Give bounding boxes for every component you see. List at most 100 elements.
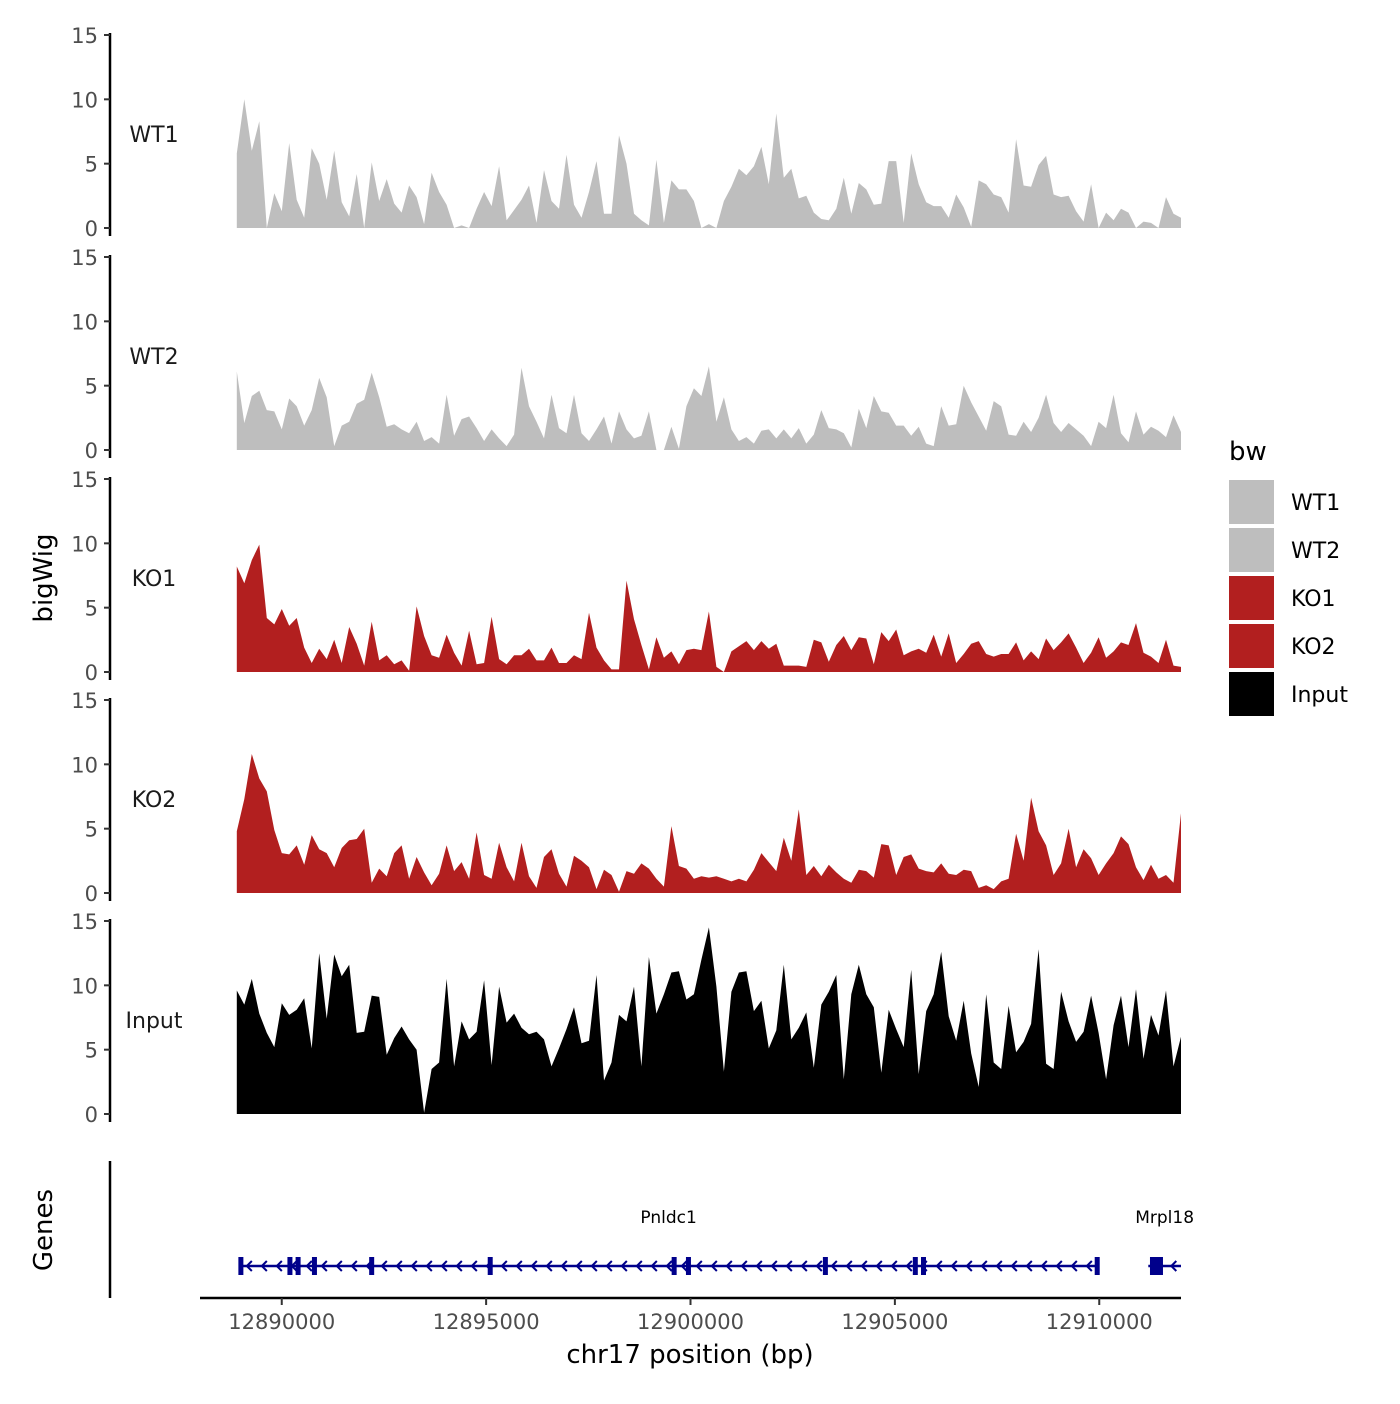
x-axis-title: chr17 position (bp) [566,1340,813,1370]
y-tick-label: 10 [71,532,98,556]
legend-swatch-wt1 [1229,480,1274,524]
x-tick-label: 12905000 [841,1310,948,1334]
exon [487,1257,493,1275]
track-label-ko2: KO2 [132,788,177,813]
y-tick-label: 10 [71,974,98,998]
legend-label-wt2: WT2 [1291,539,1340,564]
strand-arrow [890,1260,898,1272]
y-tick-label: 5 [85,1039,98,1063]
area-ko1 [236,544,1182,672]
track-label-wt2: WT2 [129,345,178,370]
y-tick-label: 0 [85,439,98,463]
coverage-panels: 0 5 10 15 WT1 0 5 10 15 WT2 0 5 10 15 KO1 0 5 10 15 KO2 0 5 10… [71,24,1182,1127]
y-tick-label: 10 [71,753,98,777]
genes-track-title: Genes [29,1189,59,1271]
panel-wt1: 0 5 10 15 WT1 [71,24,1182,241]
x-tick-label: 12890000 [228,1310,335,1334]
strand-arrow [755,1260,763,1272]
legend-swatch-ko1 [1229,576,1274,620]
strand-arrow [995,1260,1003,1272]
gene-pnldc1: Pnldc1 [238,1208,1100,1275]
y-tick-label: 0 [85,217,98,241]
x-tick-label: 12910000 [1046,1310,1153,1334]
strand-arrow [965,1260,973,1272]
panel-wt2: 0 5 10 15 WT2 [71,246,1182,463]
strand-arrow [650,1260,658,1272]
strand-arrow [785,1260,793,1272]
strand-arrow [815,1260,823,1272]
strand-arrow [470,1260,478,1272]
strand-arrow [1040,1260,1048,1272]
exon [238,1257,244,1275]
track-label-input: Input [126,1009,183,1034]
strand-arrow [605,1260,613,1272]
strand-arrow [665,1260,673,1272]
exon [1149,1257,1163,1275]
strand-arrow [1055,1260,1063,1272]
exon [685,1257,691,1275]
x-tick-label: 12900000 [637,1310,744,1334]
y-tick-label: 15 [71,24,98,48]
gene-label: Mrpl18 [1135,1208,1194,1228]
y-tick-label: 15 [71,910,98,934]
legend-label-ko2: KO2 [1291,635,1336,660]
strand-arrow [575,1260,583,1272]
track-label-wt1: WT1 [129,123,178,148]
legend-swatch-input [1229,672,1274,716]
strand-arrow [350,1260,358,1272]
strand-arrow [455,1260,463,1272]
legend-label-wt1: WT1 [1291,491,1340,516]
y-tick-label: 0 [85,661,98,685]
strand-arrow [560,1260,568,1272]
exon [311,1257,317,1275]
strand-arrow [1085,1260,1093,1272]
strand-arrow [905,1260,913,1272]
strand-arrow [545,1260,553,1272]
area-ko2 [236,754,1182,893]
strand-arrow [500,1260,508,1272]
strand-arrow [260,1260,268,1272]
panel-ko2: 0 5 10 15 KO2 [71,689,1182,906]
exon [920,1257,926,1275]
strand-arrow [800,1260,808,1272]
legend: bw WT1 WT2 KO1 KO2 Input [1229,437,1348,716]
y-tick-label: 5 [85,375,98,399]
strand-arrow [710,1260,718,1272]
exon [671,1257,677,1275]
y-tick-label: 10 [71,88,98,112]
legend-label-ko1: KO1 [1291,587,1336,612]
gene-label: Pnldc1 [640,1208,696,1228]
strand-arrow [725,1260,733,1272]
y-tick-label: 5 [85,818,98,842]
strand-arrow [515,1260,523,1272]
strand-arrow [380,1260,388,1272]
exon [287,1257,293,1275]
strand-arrow [935,1260,943,1272]
strand-arrow [1010,1260,1018,1272]
exon [295,1257,301,1275]
strand-arrow [440,1260,448,1272]
strand-arrow [740,1260,748,1272]
x-tick-label: 12895000 [433,1310,540,1334]
strand-arrow [695,1260,703,1272]
strand-arrow [980,1260,988,1272]
strand-arrow [590,1260,598,1272]
strand-arrow [245,1260,253,1272]
strand-arrow [830,1260,838,1272]
strand-arrow [635,1260,643,1272]
strand-arrow [770,1260,778,1272]
strand-arrow [305,1260,313,1272]
strand-arrow [1169,1260,1178,1272]
strand-arrow [620,1260,628,1272]
strand-arrow [425,1260,433,1272]
area-wt1 [236,99,1182,228]
track-label-ko1: KO1 [132,567,177,592]
y-tick-label: 15 [71,468,98,492]
y-tick-label: 0 [85,882,98,906]
legend-title: bw [1229,437,1267,467]
strand-arrow [275,1260,283,1272]
strand-arrow [950,1260,958,1272]
legend-swatch-wt2 [1229,528,1274,572]
